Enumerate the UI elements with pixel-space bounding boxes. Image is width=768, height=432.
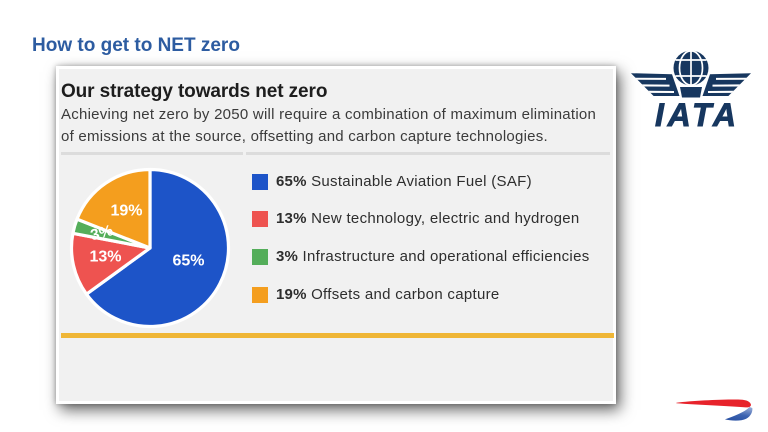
svg-text:3%: 3% (89, 222, 115, 244)
svg-text:IATA: IATA (655, 97, 740, 130)
svg-text:19%: 19% (110, 202, 142, 219)
svg-text:65%: 65% (172, 252, 204, 269)
svg-text:13%: 13% (89, 248, 121, 265)
